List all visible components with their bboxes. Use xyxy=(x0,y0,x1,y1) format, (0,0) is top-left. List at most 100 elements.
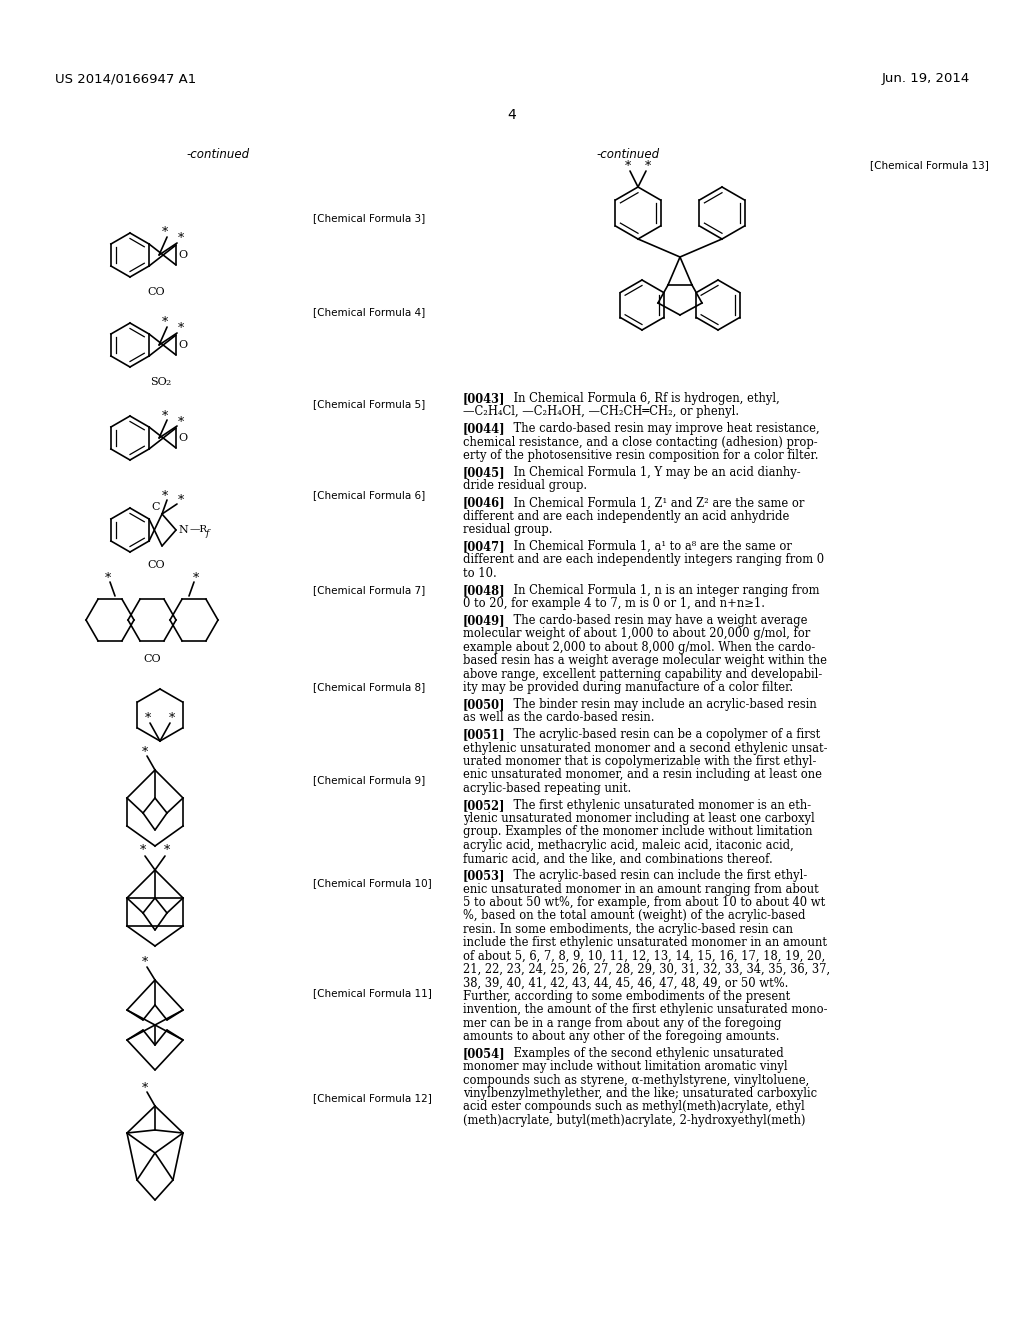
Text: [Chemical Formula 12]: [Chemical Formula 12] xyxy=(313,1093,432,1104)
Text: [0049]: [0049] xyxy=(463,614,506,627)
Text: N: N xyxy=(178,525,187,535)
Text: Jun. 19, 2014: Jun. 19, 2014 xyxy=(882,73,970,84)
Text: residual group.: residual group. xyxy=(463,523,553,536)
Text: *: * xyxy=(162,490,168,503)
Text: CO: CO xyxy=(147,286,165,297)
Text: example about 2,000 to about 8,000 g/mol. When the cardo-: example about 2,000 to about 8,000 g/mol… xyxy=(463,640,815,653)
Text: [0053]: [0053] xyxy=(463,869,506,882)
Text: [0050]: [0050] xyxy=(463,698,506,711)
Text: %, based on the total amount (weight) of the acrylic-based: %, based on the total amount (weight) of… xyxy=(463,909,806,923)
Text: molecular weight of about 1,000 to about 20,000 g/mol, for: molecular weight of about 1,000 to about… xyxy=(463,627,810,640)
Text: urated monomer that is copolymerizable with the first ethyl-: urated monomer that is copolymerizable w… xyxy=(463,755,816,768)
Text: *: * xyxy=(169,713,175,726)
Text: [0047]: [0047] xyxy=(463,540,506,553)
Text: In Chemical Formula 1, Y may be an acid dianhy-: In Chemical Formula 1, Y may be an acid … xyxy=(499,466,801,479)
Text: *: * xyxy=(144,713,152,726)
Text: *: * xyxy=(162,409,168,422)
Text: [Chemical Formula 6]: [Chemical Formula 6] xyxy=(313,490,425,500)
Text: [0052]: [0052] xyxy=(463,799,506,812)
Text: *: * xyxy=(162,317,168,330)
Text: -continued: -continued xyxy=(186,148,250,161)
Text: 4: 4 xyxy=(508,108,516,121)
Text: CO: CO xyxy=(143,653,161,664)
Text: [0048]: [0048] xyxy=(463,583,506,597)
Text: US 2014/0166947 A1: US 2014/0166947 A1 xyxy=(55,73,197,84)
Text: *: * xyxy=(142,1081,148,1094)
Text: The binder resin may include an acrylic-based resin: The binder resin may include an acrylic-… xyxy=(499,698,817,711)
Text: [Chemical Formula 9]: [Chemical Formula 9] xyxy=(313,775,425,785)
Text: monomer may include without limitation aromatic vinyl: monomer may include without limitation a… xyxy=(463,1060,787,1073)
Text: *: * xyxy=(140,845,146,858)
Text: different and are each independently integers ranging from 0: different and are each independently int… xyxy=(463,553,824,566)
Text: Further, according to some embodiments of the present: Further, according to some embodiments o… xyxy=(463,990,791,1003)
Text: The cardo-based resin may have a weight average: The cardo-based resin may have a weight … xyxy=(499,614,808,627)
Text: *: * xyxy=(178,232,184,246)
Text: The cardo-based resin may improve heat resistance,: The cardo-based resin may improve heat r… xyxy=(499,422,819,436)
Text: *: * xyxy=(193,572,199,585)
Text: acid ester compounds such as methyl(meth)acrylate, ethyl: acid ester compounds such as methyl(meth… xyxy=(463,1101,805,1114)
Text: vinylbenzylmethylether, and the like; unsaturated carboxylic: vinylbenzylmethylether, and the like; un… xyxy=(463,1088,817,1100)
Text: [Chemical Formula 3]: [Chemical Formula 3] xyxy=(313,213,425,223)
Text: to 10.: to 10. xyxy=(463,566,497,579)
Text: ity may be provided during manufacture of a color filter.: ity may be provided during manufacture o… xyxy=(463,681,794,694)
Text: acrylic-based repeating unit.: acrylic-based repeating unit. xyxy=(463,781,631,795)
Text: *: * xyxy=(625,161,631,173)
Text: [0045]: [0045] xyxy=(463,466,506,479)
Text: [0046]: [0046] xyxy=(463,496,506,510)
Text: chemical resistance, and a close contacting (adhesion) prop-: chemical resistance, and a close contact… xyxy=(463,436,817,449)
Text: *: * xyxy=(164,845,170,858)
Text: —R: —R xyxy=(190,525,208,535)
Text: as well as the cardo-based resin.: as well as the cardo-based resin. xyxy=(463,711,654,725)
Text: 2: 2 xyxy=(165,379,170,387)
Text: *: * xyxy=(178,322,184,335)
Text: *: * xyxy=(142,746,148,759)
Text: In Chemical Formula 1, n is an integer ranging from: In Chemical Formula 1, n is an integer r… xyxy=(499,583,819,597)
Text: [0043]: [0043] xyxy=(463,392,506,405)
Text: fumaric acid, and the like, and combinations thereof.: fumaric acid, and the like, and combinat… xyxy=(463,853,773,866)
Text: [Chemical Formula 13]: [Chemical Formula 13] xyxy=(870,160,989,170)
Text: [Chemical Formula 4]: [Chemical Formula 4] xyxy=(313,308,425,317)
Text: [0054]: [0054] xyxy=(463,1047,506,1060)
Text: [0051]: [0051] xyxy=(463,729,506,742)
Text: The first ethylenic unsaturated monomer is an eth-: The first ethylenic unsaturated monomer … xyxy=(499,799,811,812)
Text: O: O xyxy=(178,433,187,444)
Text: dride residual group.: dride residual group. xyxy=(463,479,587,492)
Text: —C₂H₄Cl, —C₂H₄OH, —CH₂CH═CH₂, or phenyl.: —C₂H₄Cl, —C₂H₄OH, —CH₂CH═CH₂, or phenyl. xyxy=(463,405,739,418)
Text: [Chemical Formula 11]: [Chemical Formula 11] xyxy=(313,987,432,998)
Text: [Chemical Formula 7]: [Chemical Formula 7] xyxy=(313,585,425,595)
Text: O: O xyxy=(178,249,187,260)
Text: [Chemical Formula 5]: [Chemical Formula 5] xyxy=(313,399,425,409)
Text: -continued: -continued xyxy=(597,148,660,161)
Text: 21, 22, 23, 24, 25, 26, 27, 28, 29, 30, 31, 32, 33, 34, 35, 36, 37,: 21, 22, 23, 24, 25, 26, 27, 28, 29, 30, … xyxy=(463,964,830,975)
Text: O: O xyxy=(178,341,187,350)
Text: based resin has a weight average molecular weight within the: based resin has a weight average molecul… xyxy=(463,655,827,667)
Text: erty of the photosensitive resin composition for a color filter.: erty of the photosensitive resin composi… xyxy=(463,449,818,462)
Text: The acrylic-based resin can be a copolymer of a first: The acrylic-based resin can be a copolym… xyxy=(499,729,820,742)
Text: 38, 39, 40, 41, 42, 43, 44, 45, 46, 47, 48, 49, or 50 wt%.: 38, 39, 40, 41, 42, 43, 44, 45, 46, 47, … xyxy=(463,977,788,990)
Text: invention, the amount of the first ethylenic unsaturated mono-: invention, the amount of the first ethyl… xyxy=(463,1003,827,1016)
Text: resin. In some embodiments, the acrylic-based resin can: resin. In some embodiments, the acrylic-… xyxy=(463,923,793,936)
Text: In Chemical Formula 6, Rf is hydrogen, ethyl,: In Chemical Formula 6, Rf is hydrogen, e… xyxy=(499,392,779,405)
Text: f: f xyxy=(206,529,209,539)
Text: C: C xyxy=(152,502,160,512)
Text: (meth)acrylate, butyl(meth)acrylate, 2-hydroxyethyl(meth): (meth)acrylate, butyl(meth)acrylate, 2-h… xyxy=(463,1114,806,1127)
Text: *: * xyxy=(162,227,168,239)
Text: 5 to about 50 wt%, for example, from about 10 to about 40 wt: 5 to about 50 wt%, for example, from abo… xyxy=(463,896,825,909)
Text: 0 to 20, for example 4 to 7, m is 0 or 1, and n+n≥1.: 0 to 20, for example 4 to 7, m is 0 or 1… xyxy=(463,597,765,610)
Text: The acrylic-based resin can include the first ethyl-: The acrylic-based resin can include the … xyxy=(499,869,807,882)
Text: compounds such as styrene, α-methylstyrene, vinyltoluene,: compounds such as styrene, α-methylstyre… xyxy=(463,1073,809,1086)
Text: *: * xyxy=(142,957,148,969)
Text: *: * xyxy=(178,416,184,429)
Text: enic unsaturated monomer in an amount ranging from about: enic unsaturated monomer in an amount ra… xyxy=(463,883,819,895)
Text: In Chemical Formula 1, a¹ to a⁸ are the same or: In Chemical Formula 1, a¹ to a⁸ are the … xyxy=(499,540,792,553)
Text: [Chemical Formula 8]: [Chemical Formula 8] xyxy=(313,682,425,692)
Text: CO: CO xyxy=(147,560,165,570)
Text: group. Examples of the monomer include without limitation: group. Examples of the monomer include w… xyxy=(463,825,812,838)
Text: ylenic unsaturated monomer including at least one carboxyl: ylenic unsaturated monomer including at … xyxy=(463,812,815,825)
Text: of about 5, 6, 7, 8, 9, 10, 11, 12, 13, 14, 15, 16, 17, 18, 19, 20,: of about 5, 6, 7, 8, 9, 10, 11, 12, 13, … xyxy=(463,949,825,962)
Text: SO: SO xyxy=(150,378,167,387)
Text: Examples of the second ethylenic unsaturated: Examples of the second ethylenic unsatur… xyxy=(499,1047,783,1060)
Text: *: * xyxy=(645,161,651,173)
Text: enic unsaturated monomer, and a resin including at least one: enic unsaturated monomer, and a resin in… xyxy=(463,768,822,781)
Text: acrylic acid, methacrylic acid, maleic acid, itaconic acid,: acrylic acid, methacrylic acid, maleic a… xyxy=(463,840,794,851)
